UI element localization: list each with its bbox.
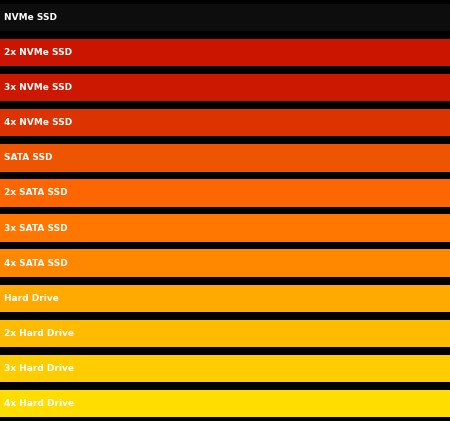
Bar — [0, 109, 450, 136]
Text: 4x SATA SSD: 4x SATA SSD — [4, 258, 67, 268]
Text: 2x NVMe SSD: 2x NVMe SSD — [4, 48, 72, 57]
Text: NVMe SSD: NVMe SSD — [4, 13, 57, 22]
Bar — [0, 354, 450, 382]
Bar — [0, 74, 450, 101]
Bar — [0, 320, 450, 347]
Text: SATA SSD: SATA SSD — [4, 153, 52, 163]
Text: 2x SATA SSD: 2x SATA SSD — [4, 189, 67, 197]
Bar — [0, 144, 450, 172]
Bar — [0, 249, 450, 277]
Text: 3x Hard Drive: 3x Hard Drive — [4, 364, 74, 373]
Text: 3x SATA SSD: 3x SATA SSD — [4, 224, 67, 232]
Bar — [0, 390, 450, 417]
Bar — [0, 285, 450, 312]
Bar — [0, 4, 450, 31]
Text: 4x Hard Drive: 4x Hard Drive — [4, 399, 74, 408]
Text: 2x Hard Drive: 2x Hard Drive — [4, 329, 74, 338]
Bar — [0, 39, 450, 67]
Bar — [0, 179, 450, 207]
Text: Hard Drive: Hard Drive — [4, 294, 58, 303]
Bar — [0, 214, 450, 242]
Text: 3x NVMe SSD: 3x NVMe SSD — [4, 83, 72, 92]
Text: 4x NVMe SSD: 4x NVMe SSD — [4, 118, 72, 127]
